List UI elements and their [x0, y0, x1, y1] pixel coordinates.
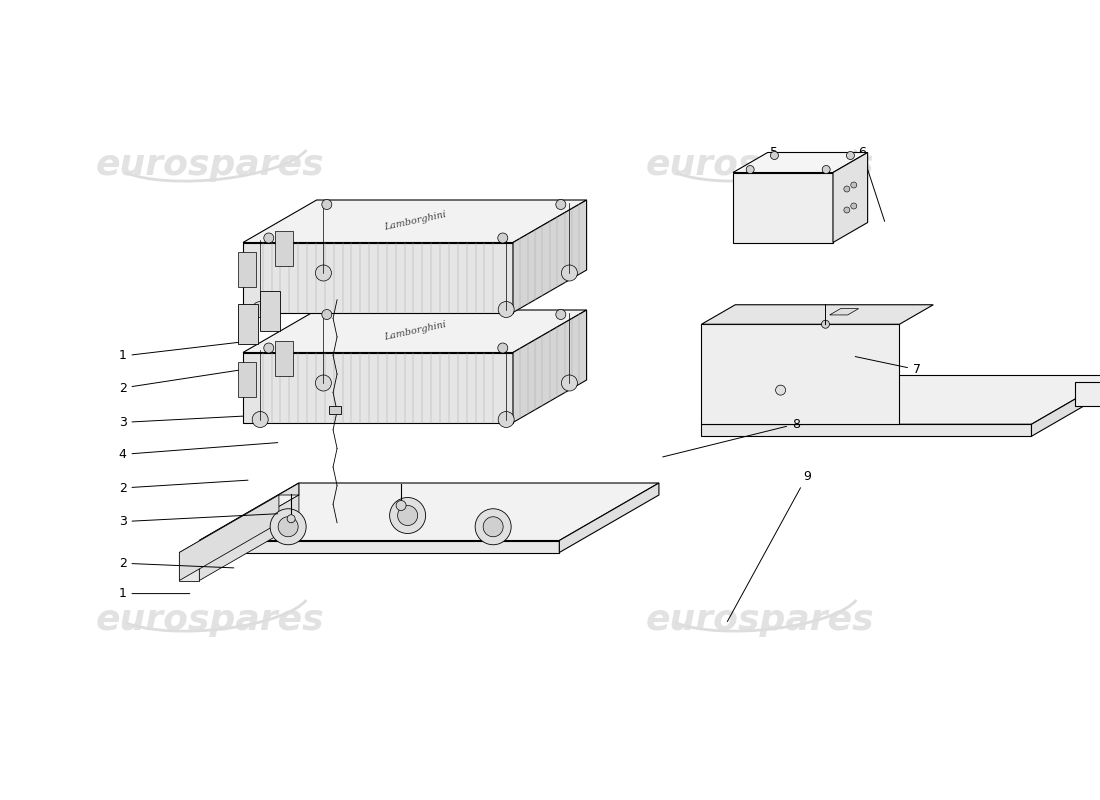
Polygon shape: [260, 291, 280, 331]
Polygon shape: [702, 324, 900, 424]
Text: 2: 2: [119, 557, 233, 570]
Circle shape: [316, 265, 331, 281]
Text: 6: 6: [858, 146, 884, 222]
Text: 2: 2: [119, 369, 251, 394]
Circle shape: [252, 302, 268, 318]
Text: Lamborghini: Lamborghini: [383, 210, 447, 232]
Polygon shape: [243, 242, 513, 313]
Polygon shape: [243, 310, 586, 353]
Circle shape: [322, 310, 332, 319]
Circle shape: [822, 166, 830, 174]
Polygon shape: [179, 495, 299, 553]
Circle shape: [556, 199, 565, 210]
Circle shape: [776, 385, 785, 395]
Text: eurospares: eurospares: [646, 148, 874, 182]
Polygon shape: [238, 304, 257, 344]
Polygon shape: [179, 495, 279, 581]
Circle shape: [498, 411, 514, 427]
Polygon shape: [1075, 382, 1100, 406]
Polygon shape: [329, 406, 341, 414]
Circle shape: [396, 501, 406, 510]
Text: eurospares: eurospares: [96, 148, 324, 182]
Text: 7: 7: [855, 357, 921, 376]
Polygon shape: [239, 362, 256, 398]
Polygon shape: [513, 310, 586, 422]
Circle shape: [822, 320, 829, 328]
Polygon shape: [199, 483, 299, 553]
Circle shape: [287, 514, 295, 522]
Circle shape: [483, 517, 503, 537]
Text: eurospares: eurospares: [646, 603, 874, 637]
Circle shape: [844, 186, 850, 192]
Circle shape: [389, 498, 426, 534]
Text: 3: 3: [119, 514, 277, 528]
Polygon shape: [833, 153, 868, 242]
Circle shape: [264, 343, 274, 353]
Circle shape: [850, 203, 857, 209]
Polygon shape: [199, 483, 659, 541]
Circle shape: [846, 151, 855, 159]
Circle shape: [498, 233, 508, 243]
Text: 4: 4: [119, 442, 277, 461]
Polygon shape: [275, 341, 293, 376]
Circle shape: [498, 302, 514, 318]
Text: 8: 8: [662, 418, 800, 457]
Circle shape: [498, 343, 508, 353]
Polygon shape: [702, 375, 1100, 424]
Circle shape: [278, 517, 298, 537]
Circle shape: [561, 265, 578, 281]
Polygon shape: [239, 252, 256, 287]
Text: 2: 2: [119, 480, 248, 494]
Circle shape: [844, 207, 850, 213]
Circle shape: [561, 375, 578, 391]
Polygon shape: [275, 231, 293, 266]
Circle shape: [850, 182, 857, 188]
Circle shape: [316, 375, 331, 391]
Circle shape: [252, 411, 268, 427]
Circle shape: [556, 310, 565, 319]
Polygon shape: [733, 153, 868, 173]
Polygon shape: [513, 200, 586, 313]
Text: 5: 5: [770, 146, 813, 208]
Circle shape: [746, 166, 755, 174]
Polygon shape: [702, 424, 1032, 436]
Text: 1: 1: [119, 587, 189, 600]
Text: 9: 9: [727, 470, 811, 622]
Polygon shape: [243, 353, 513, 422]
Text: 3: 3: [119, 414, 288, 429]
Polygon shape: [559, 483, 659, 553]
Polygon shape: [733, 173, 833, 242]
Polygon shape: [1032, 375, 1100, 436]
Polygon shape: [829, 309, 859, 315]
Circle shape: [322, 199, 332, 210]
Polygon shape: [199, 541, 559, 553]
Polygon shape: [199, 495, 299, 581]
Circle shape: [264, 233, 274, 243]
Polygon shape: [702, 305, 933, 324]
Text: Lamborghini: Lamborghini: [383, 320, 447, 342]
Polygon shape: [243, 200, 586, 242]
Circle shape: [397, 506, 418, 526]
Text: 1: 1: [119, 340, 255, 362]
Text: eurospares: eurospares: [96, 603, 324, 637]
Polygon shape: [179, 553, 199, 581]
Circle shape: [271, 509, 306, 545]
Circle shape: [475, 509, 512, 545]
Circle shape: [770, 151, 779, 159]
